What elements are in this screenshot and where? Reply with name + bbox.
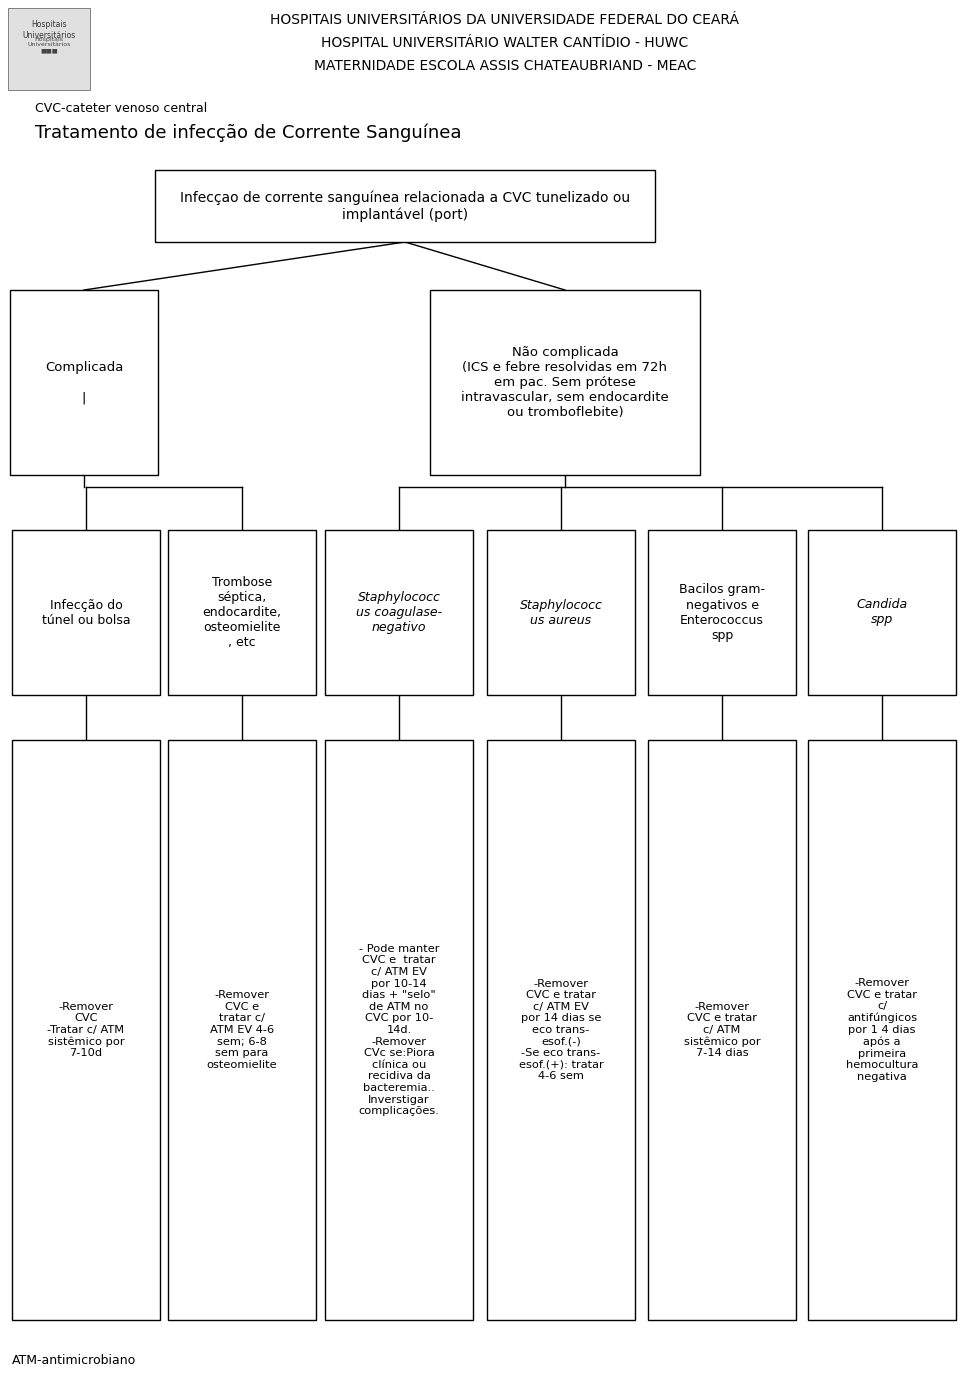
Text: -Remover
CVC e tratar
c/ ATM EV
por 14 dias se
eco trans-
esof.(-)
-Se eco trans: -Remover CVC e tratar c/ ATM EV por 14 d…	[518, 978, 604, 1082]
Text: Candida
spp: Candida spp	[856, 598, 907, 627]
FancyBboxPatch shape	[487, 531, 635, 695]
FancyBboxPatch shape	[168, 531, 316, 695]
Text: Staphylococc
us aureus: Staphylococc us aureus	[519, 598, 603, 627]
Text: Hospitais
Universitários
■■■: Hospitais Universitários ■■■	[27, 37, 71, 54]
Text: -Remover
CVC e
tratar c/
ATM EV 4-6
sem; 6-8
sem para
osteomielite: -Remover CVC e tratar c/ ATM EV 4-6 sem;…	[206, 991, 277, 1069]
Text: -Remover
CVC
-Tratar c/ ATM
sistêmico por
7-10d: -Remover CVC -Tratar c/ ATM sistêmico po…	[47, 1002, 125, 1058]
Text: Tratamento de infecção de Corrente Sanguínea: Tratamento de infecção de Corrente Sangu…	[35, 124, 462, 142]
Bar	[8, 8, 90, 90]
Text: Complicada

|: Complicada |	[45, 361, 123, 404]
FancyBboxPatch shape	[325, 531, 473, 695]
Text: HOSPITAIS UNIVERSITÁRIOS DA UNIVERSIDADE FEDERAL DO CEARÁ: HOSPITAIS UNIVERSITÁRIOS DA UNIVERSIDADE…	[271, 12, 739, 28]
FancyBboxPatch shape	[155, 169, 655, 243]
Text: Staphylococc
us coagulase-
negativo: Staphylococc us coagulase- negativo	[356, 591, 442, 634]
Text: - Pode manter
CVC e  tratar
c/ ATM EV
por 10-14
dias + "selo"
de ATM no
CVC por : - Pode manter CVC e tratar c/ ATM EV por…	[359, 944, 440, 1116]
FancyBboxPatch shape	[808, 740, 956, 1320]
FancyBboxPatch shape	[487, 740, 635, 1320]
Text: Hospitais
Universitários: Hospitais Universitários	[22, 21, 76, 40]
Text: ATM-antimicrobiano: ATM-antimicrobiano	[12, 1353, 136, 1367]
Text: CVC-cateter venoso central: CVC-cateter venoso central	[35, 102, 207, 114]
FancyBboxPatch shape	[808, 531, 956, 695]
FancyBboxPatch shape	[12, 740, 160, 1320]
Text: Bacilos gram-
negativos e
Enterococcus
spp: Bacilos gram- negativos e Enterococcus s…	[679, 583, 765, 642]
FancyBboxPatch shape	[12, 531, 160, 695]
Text: MATERNIDADE ESCOLA ASSIS CHATEAUBRIAND - MEAC: MATERNIDADE ESCOLA ASSIS CHATEAUBRIAND -…	[314, 59, 696, 73]
Text: -Remover
CVC e tratar
c/ ATM
sistêmico por
7-14 dias: -Remover CVC e tratar c/ ATM sistêmico p…	[684, 1002, 760, 1058]
Text: Não complicada
(ICS e febre resolvidas em 72h
em pac. Sem prótese
intravascular,: Não complicada (ICS e febre resolvidas e…	[461, 346, 669, 419]
FancyBboxPatch shape	[430, 289, 700, 475]
FancyBboxPatch shape	[648, 531, 796, 695]
Text: HOSPITAL UNIVERSITÁRIO WALTER CANTÍDIO - HUWC: HOSPITAL UNIVERSITÁRIO WALTER CANTÍDIO -…	[322, 36, 688, 50]
FancyBboxPatch shape	[648, 740, 796, 1320]
FancyBboxPatch shape	[10, 289, 158, 475]
Text: Infecção do
túnel ou bolsa: Infecção do túnel ou bolsa	[41, 598, 131, 627]
FancyBboxPatch shape	[168, 740, 316, 1320]
Text: Infecçao de corrente sanguínea relacionada a CVC tunelizado ou
implantável (port: Infecçao de corrente sanguínea relaciona…	[180, 190, 630, 222]
Text: -Remover
CVC e tratar
c/
antifúngicos
por 1 4 dias
após a
primeira
hemocultura
n: -Remover CVC e tratar c/ antifúngicos po…	[846, 978, 918, 1082]
Text: Trombose
séptica,
endocardite,
osteomielite
, etc: Trombose séptica, endocardite, osteomiel…	[203, 576, 281, 649]
FancyBboxPatch shape	[325, 740, 473, 1320]
